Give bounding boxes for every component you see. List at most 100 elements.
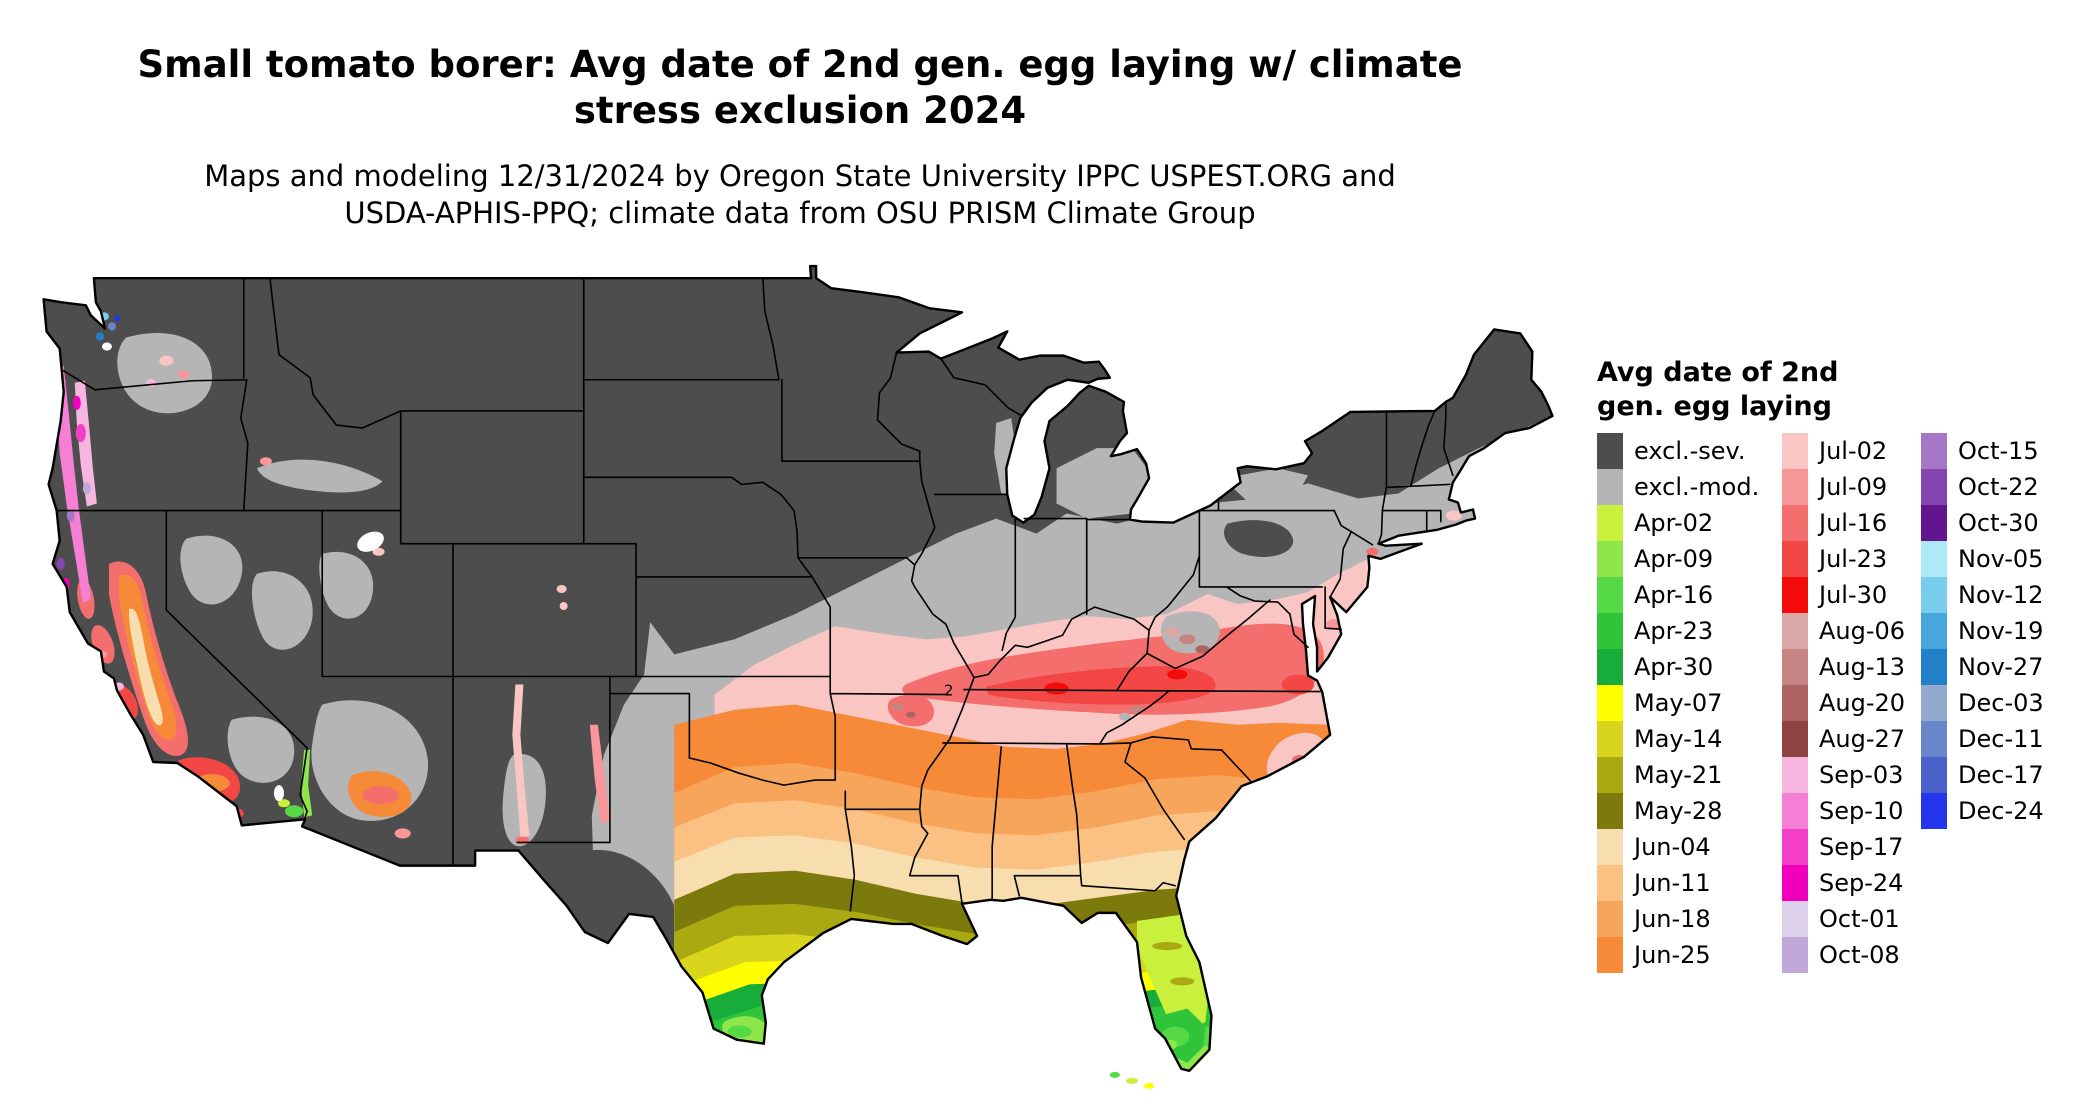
legend-row: Jun-11 bbox=[1597, 865, 1759, 901]
legend-swatch bbox=[1782, 613, 1808, 649]
legend-row: Oct-30 bbox=[1921, 505, 2044, 541]
legend-label: Jun-25 bbox=[1634, 941, 1711, 969]
legend-swatch bbox=[1921, 685, 1947, 721]
figure-header: Small tomato borer: Avg date of 2nd gen.… bbox=[100, 42, 1500, 232]
map-region-excl-sev-patch bbox=[1224, 520, 1294, 557]
legend-row: May-07 bbox=[1597, 685, 1759, 721]
map-region-oct-15 bbox=[66, 509, 75, 522]
map-region-jul-02 bbox=[559, 602, 568, 611]
us-map-svg: 2 bbox=[42, 264, 1554, 1089]
map-region-oct-08 bbox=[82, 482, 91, 495]
map-region-aug-20 bbox=[905, 711, 916, 718]
legend-row: excl.-mod. bbox=[1597, 469, 1759, 505]
map-region-excl-mod-patch bbox=[180, 535, 243, 605]
map-region-jul-02 bbox=[372, 547, 385, 556]
legend-row: Sep-17 bbox=[1782, 829, 1905, 865]
map-region-jul-09 bbox=[259, 457, 272, 466]
legend-label: May-07 bbox=[1634, 689, 1723, 717]
map-region-excl-mod-patch bbox=[1056, 448, 1150, 519]
legend-swatch bbox=[1597, 937, 1623, 973]
legend-swatch bbox=[1921, 469, 1947, 505]
map-region-jul-02-rio-grande bbox=[512, 684, 530, 839]
map-region-jul-02 bbox=[1445, 510, 1462, 521]
legend-swatch bbox=[1597, 865, 1623, 901]
map-region-aug-06 bbox=[1164, 627, 1181, 638]
legend-swatch bbox=[1782, 577, 1808, 613]
map-region-jul-30 bbox=[1167, 669, 1188, 680]
legend-swatch bbox=[1597, 505, 1623, 541]
florida-keys bbox=[1109, 1071, 1155, 1089]
legend-swatch bbox=[1921, 721, 1947, 757]
map-region-jul-16 bbox=[362, 786, 399, 805]
legend-label: Sep-03 bbox=[1819, 761, 1904, 789]
legend-label: Oct-15 bbox=[1958, 437, 2039, 465]
map-region-may-07 bbox=[684, 960, 1331, 1071]
legend-label: Apr-16 bbox=[1634, 581, 1714, 609]
legend-row: Sep-24 bbox=[1782, 865, 1905, 901]
legend-row: Jun-18 bbox=[1597, 901, 1759, 937]
legend-label: Sep-24 bbox=[1819, 869, 1904, 897]
legend-label: Aug-13 bbox=[1819, 653, 1906, 681]
legend-swatch bbox=[1597, 577, 1623, 613]
legend-row: Nov-27 bbox=[1921, 649, 2044, 685]
legend-label: excl.-sev. bbox=[1634, 437, 1746, 465]
legend-label: Aug-06 bbox=[1819, 617, 1906, 645]
map-region-apr-16 bbox=[714, 1022, 1331, 1071]
map-region-may-14 bbox=[679, 934, 1331, 1071]
legend-label: Oct-30 bbox=[1958, 509, 2039, 537]
map-region-may-21-streak bbox=[1170, 977, 1195, 986]
map-region-aug-13 bbox=[891, 702, 904, 711]
legend-label: Apr-09 bbox=[1634, 545, 1714, 573]
map-region-apr-16 bbox=[727, 1025, 752, 1038]
legend-swatch bbox=[1782, 757, 1808, 793]
legend-swatch bbox=[1597, 541, 1623, 577]
legend-row: Dec-11 bbox=[1921, 721, 2044, 757]
map-region-jul-09 bbox=[177, 370, 190, 379]
legend-row: Jul-30 bbox=[1782, 577, 1905, 613]
map-region-may-07 bbox=[1144, 1082, 1155, 1089]
legend-label: May-14 bbox=[1634, 725, 1723, 753]
legend-swatch bbox=[1921, 613, 1947, 649]
legend-row: Jul-02 bbox=[1782, 433, 1905, 469]
legend-swatch bbox=[1597, 901, 1623, 937]
legend-row: Apr-09 bbox=[1597, 541, 1759, 577]
legend-row: Nov-19 bbox=[1921, 613, 2044, 649]
state-borders bbox=[55, 277, 1454, 912]
legend-label: May-21 bbox=[1634, 761, 1723, 789]
legend-row: Oct-08 bbox=[1782, 937, 1905, 973]
legend-label: Dec-11 bbox=[1958, 725, 2044, 753]
map-region-apr-23 bbox=[702, 1000, 1331, 1071]
legend-swatch bbox=[1782, 541, 1808, 577]
legend-swatch bbox=[1782, 469, 1808, 505]
legend-row: Jun-25 bbox=[1597, 937, 1759, 973]
legend-title-line-2: gen. egg laying bbox=[1597, 391, 1832, 422]
legend-label: Apr-30 bbox=[1634, 653, 1714, 681]
legend-label: May-28 bbox=[1634, 797, 1723, 825]
legend-swatch bbox=[1921, 793, 1947, 829]
legend-label: excl.-mod. bbox=[1634, 473, 1760, 501]
us-map: 2 bbox=[30, 252, 1560, 1102]
map-region-excl-mod-dot bbox=[1118, 712, 1131, 721]
legend-label: Oct-08 bbox=[1819, 941, 1900, 969]
figure-subtitle: Maps and modeling 12/31/2024 by Oregon S… bbox=[100, 158, 1500, 232]
legend-label: Nov-12 bbox=[1958, 581, 2044, 609]
legend-swatch bbox=[1782, 793, 1808, 829]
legend-row: Dec-24 bbox=[1921, 793, 2044, 829]
legend-row: Oct-22 bbox=[1921, 469, 2044, 505]
map-region-apr-16 bbox=[1109, 1071, 1120, 1078]
map-region-excl-mod-patch bbox=[251, 571, 313, 650]
legend-row: Apr-23 bbox=[1597, 613, 1759, 649]
map-region-excl-mod-patch bbox=[319, 551, 374, 619]
legend-swatch bbox=[1597, 613, 1623, 649]
map-region-excl-mod-patch bbox=[256, 459, 383, 493]
map-region-sep-10-coast bbox=[54, 365, 91, 604]
great-salt-lake bbox=[357, 531, 384, 552]
legend-swatch bbox=[1597, 685, 1623, 721]
title-line-2: stress exclusion 2024 bbox=[573, 89, 1027, 132]
legend-swatch bbox=[1921, 757, 1947, 793]
legend-swatch bbox=[1782, 685, 1808, 721]
legend-label: Apr-23 bbox=[1634, 617, 1714, 645]
legend-swatch bbox=[1782, 433, 1808, 469]
map-region-sep-17 bbox=[75, 424, 86, 443]
map-region-aug-20 bbox=[1195, 645, 1210, 654]
